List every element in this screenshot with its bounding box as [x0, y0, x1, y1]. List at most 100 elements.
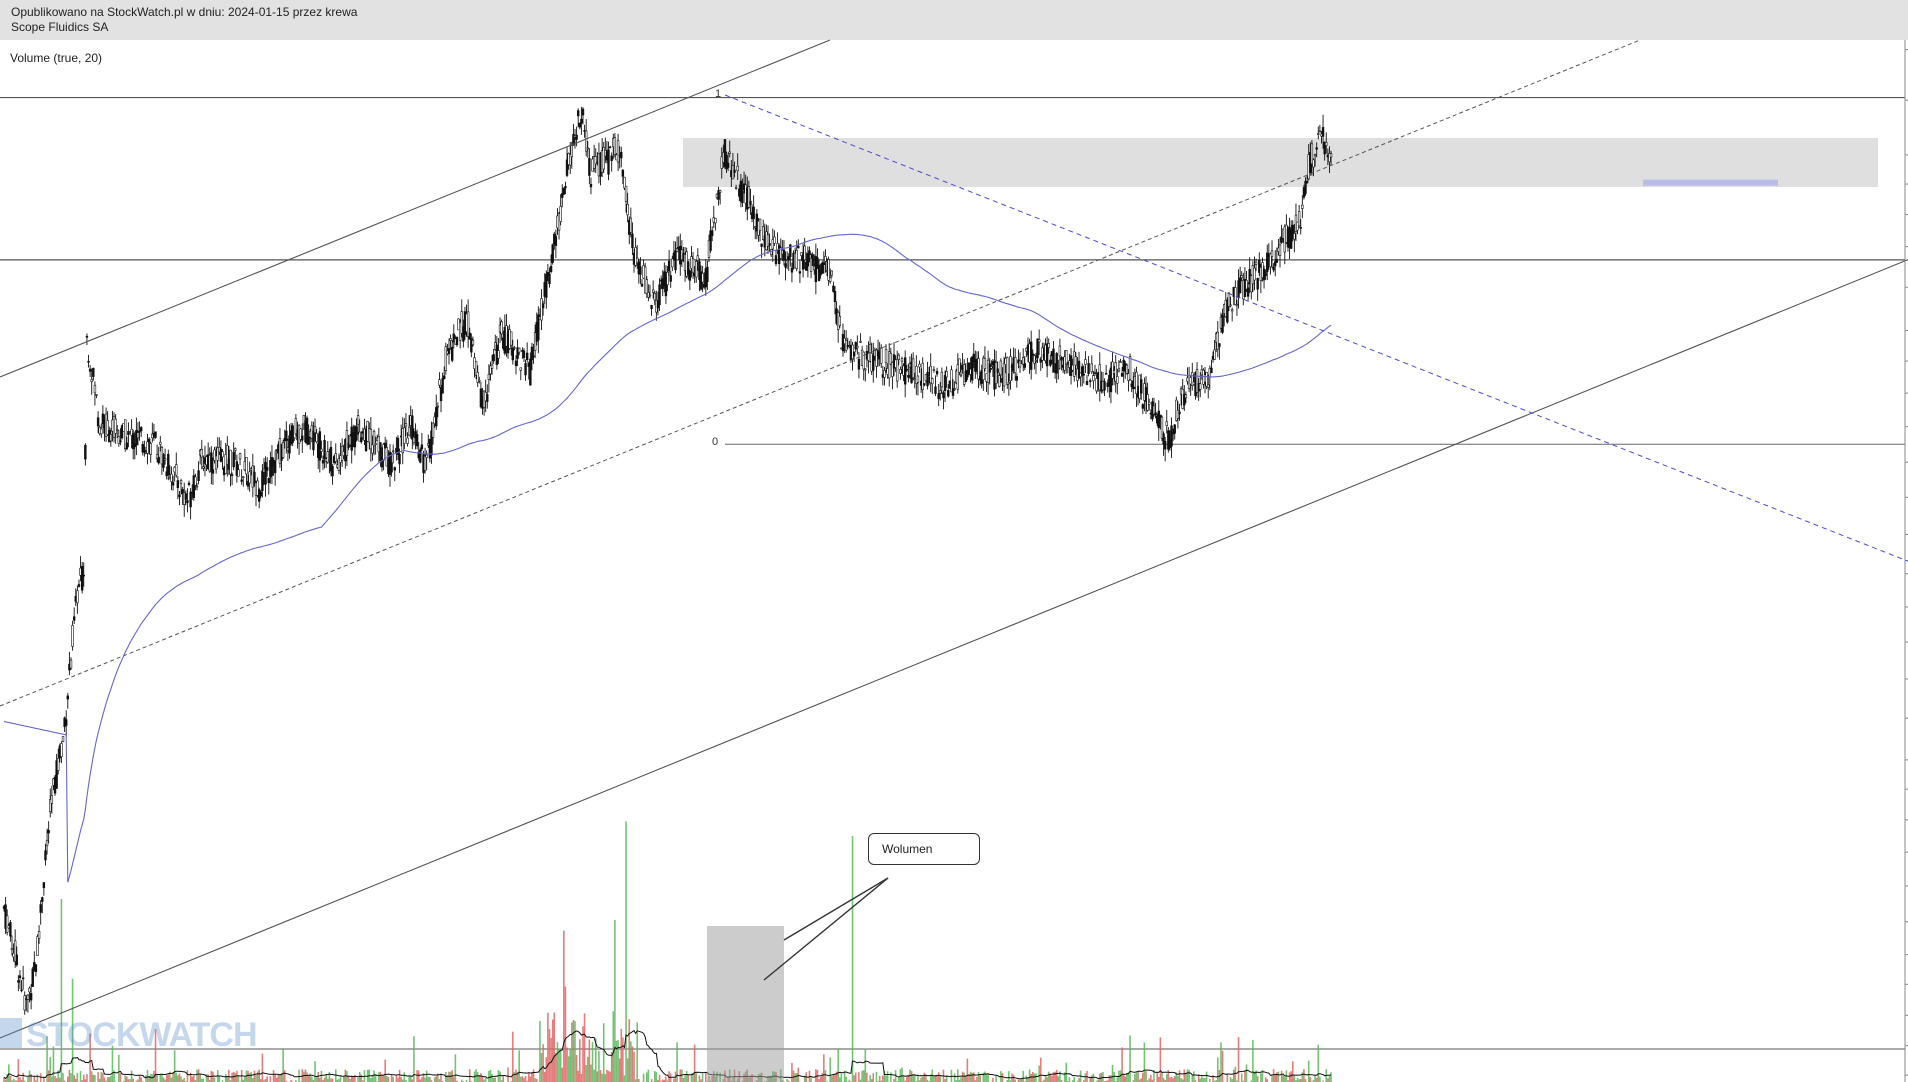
candle [1325, 132, 1328, 154]
candle [1170, 417, 1173, 458]
volume-bar [1229, 1077, 1232, 1082]
candle [1291, 220, 1294, 242]
candle [320, 440, 323, 459]
candle [42, 882, 46, 896]
candle [983, 346, 987, 372]
candle [564, 181, 567, 195]
candle [616, 133, 620, 172]
mid-channel-dashed-line [0, 39, 1641, 707]
candle-body [947, 390, 950, 397]
candle [734, 184, 738, 190]
volume-bar [255, 1075, 257, 1082]
volume-bar [279, 1074, 281, 1082]
candle [221, 449, 224, 470]
volume-bar [1303, 1069, 1305, 1082]
volume-bar [1145, 1071, 1147, 1082]
volume-bar [1242, 1080, 1245, 1082]
candle [237, 464, 240, 477]
candle [117, 429, 121, 447]
candle-body [487, 374, 491, 380]
candle-body [1088, 380, 1092, 382]
candle-body [895, 358, 899, 382]
candle-body [406, 437, 409, 444]
candle-body [562, 187, 566, 195]
candle [61, 736, 65, 743]
candle-body [1280, 236, 1283, 243]
candle-body [369, 428, 373, 450]
candle-body [1060, 357, 1063, 361]
volume-bar [19, 1077, 21, 1082]
candle [1014, 348, 1017, 381]
candle-body [565, 159, 569, 176]
candle-body [610, 155, 613, 161]
volume-bar [945, 1075, 948, 1082]
volume-bar [1276, 1072, 1278, 1082]
candle-body [321, 460, 325, 464]
volume-bar [1309, 1077, 1312, 1082]
candle [1272, 263, 1275, 273]
candle-body [762, 226, 765, 240]
candle [162, 452, 165, 472]
candle-body [532, 355, 535, 358]
volume-bar [352, 1076, 355, 1082]
volume-bar [582, 1026, 584, 1082]
candle [1049, 354, 1052, 368]
candle-body [891, 362, 894, 377]
volume-bar [236, 1070, 238, 1082]
candle [125, 436, 129, 451]
candle [696, 248, 700, 271]
candle-body [87, 360, 90, 363]
background-layer [0, 96, 1905, 1050]
candle-body [972, 353, 975, 363]
candle [977, 351, 980, 389]
candle-body [645, 279, 648, 294]
volume-bar [401, 1079, 404, 1082]
volume-bar [403, 1072, 406, 1082]
candle-body [1157, 410, 1160, 429]
candle [1256, 277, 1259, 301]
volume-bar [6, 1073, 8, 1082]
candle-body [626, 203, 629, 216]
candle [329, 440, 333, 477]
candle-body [1015, 376, 1019, 381]
candle-body [1313, 154, 1317, 157]
candle [390, 452, 393, 477]
candle [1152, 397, 1156, 417]
candle-body [1183, 393, 1186, 406]
candle [580, 106, 583, 135]
candle [918, 360, 921, 373]
candle [29, 984, 33, 1010]
candle [1140, 373, 1143, 400]
candle [706, 260, 709, 290]
candle-body [1210, 367, 1213, 374]
candle-body [441, 378, 444, 394]
volume-bar [110, 1075, 112, 1082]
candle-body [1323, 141, 1326, 155]
candle [229, 449, 232, 487]
candle-body [18, 975, 22, 979]
candle-body [907, 375, 910, 378]
candle [356, 409, 360, 435]
candle-body [163, 458, 167, 461]
candle [65, 710, 68, 737]
volume-bar [666, 1080, 669, 1082]
candle-body [96, 417, 100, 427]
candle [1226, 297, 1229, 324]
candle [384, 436, 387, 449]
volume-bar [1071, 1080, 1074, 1082]
candle-body [900, 358, 904, 362]
candle-body [468, 332, 471, 340]
volume-bar [585, 1065, 587, 1082]
candle-body [1240, 275, 1243, 279]
candle-body [827, 259, 830, 281]
candle-body [155, 454, 159, 459]
candle [1313, 153, 1317, 167]
candle-body [801, 254, 805, 270]
candle-body [171, 482, 175, 486]
volume-bar [899, 1069, 902, 1082]
candle-body [238, 453, 242, 460]
candle-body [1162, 433, 1165, 445]
volume-bar [1097, 1079, 1099, 1082]
candle-body [1002, 362, 1006, 387]
